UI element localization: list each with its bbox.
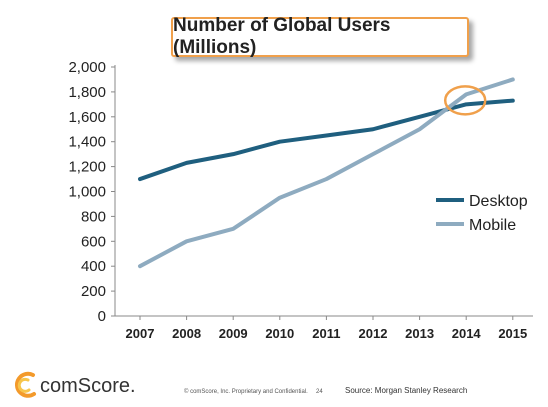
y-tick-label: 2,000	[68, 59, 106, 76]
x-tick-labels: 2007 2008 2009 2010 2011 2012 2013 2014 2015	[126, 316, 527, 341]
y-tick-label: 400	[81, 258, 106, 275]
y-tick-label: 600	[81, 233, 106, 250]
footer: comScore. © comScore, Inc. Proprietary an…	[15, 371, 467, 398]
legend: Desktop Mobile	[436, 193, 528, 234]
y-tick-label: 200	[81, 283, 106, 300]
y-tick-label: 1,600	[68, 109, 106, 126]
y-tick-label: 800	[81, 208, 106, 225]
y-tick-labels: 0 200 400 600 800 1,000 1,200 1,400 1,600 1,800 2,…	[68, 59, 115, 325]
page-number: 24	[316, 389, 323, 395]
x-tick-label: 2014	[452, 326, 482, 341]
y-tick-label: 1,200	[68, 159, 106, 176]
x-tick-label: 2015	[498, 326, 527, 341]
x-tick-label: 2007	[126, 326, 155, 341]
series-lines	[138, 77, 515, 269]
source-text: Source: Morgan Stanley Research	[345, 386, 467, 395]
annotation	[443, 85, 487, 116]
x-tick-label: 2011	[312, 326, 340, 341]
series-line-mobile	[138, 77, 515, 269]
y-tick-label: 1,000	[68, 184, 106, 201]
logo-inner-arc-icon	[17, 377, 31, 393]
x-tick-label: 2008	[172, 326, 201, 341]
chart-title: Number of Global Users (Millions)	[171, 15, 469, 58]
crossover-circle	[443, 85, 487, 116]
x-tick-label: 2012	[359, 326, 388, 341]
x-tick-label: 2010	[265, 326, 294, 341]
x-tick-label: 2009	[219, 326, 248, 341]
x-tick-label: 2013	[405, 326, 434, 341]
y-tick-label: 1,800	[68, 84, 106, 101]
y-tick-label: 1,400	[68, 134, 106, 151]
legend-label-desktop: Desktop	[469, 193, 528, 210]
logo-arc-icon	[15, 371, 36, 398]
axes	[114, 65, 533, 317]
copyright-text: © comScore, Inc. Proprietary and Confide…	[184, 388, 308, 395]
legend-label-mobile: Mobile	[469, 217, 516, 234]
brand-name: comScore.	[40, 375, 136, 397]
y-tick-label: 0	[98, 308, 106, 325]
